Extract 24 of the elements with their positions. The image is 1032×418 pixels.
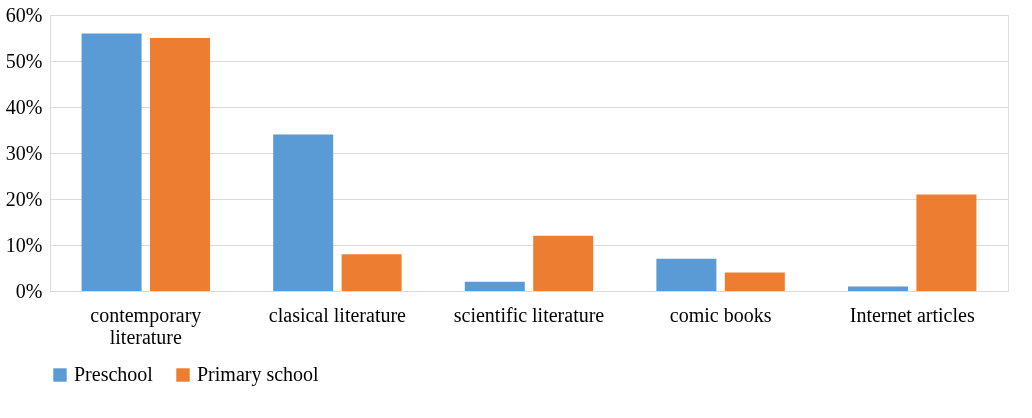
y-tick-label: 50% [5,49,43,72]
bar [724,272,785,291]
x-tick-label: clasical literature [268,303,407,326]
legend-label: Primary school [197,363,320,386]
bar [273,134,334,291]
bar [150,38,211,291]
y-tick-label: 20% [5,187,43,210]
y-tick-label: 10% [5,233,43,256]
x-tick-label: comic books [669,303,772,326]
bar [847,286,908,291]
bar [81,33,142,291]
bar [916,194,977,291]
bar [533,235,594,291]
y-tick-label: 40% [5,95,43,118]
x-tick-label: scientific literature [453,303,605,326]
y-tick-label: 30% [5,141,43,164]
legend-label: Preschool [74,363,154,385]
x-tick-label: contemporary literature [90,303,202,348]
bar [656,258,717,291]
y-tick-label: 0% [15,279,43,302]
y-tick-label: 60% [5,3,43,26]
bar [464,281,525,291]
bar [341,254,402,291]
x-tick-label: Internet articles [849,303,975,326]
